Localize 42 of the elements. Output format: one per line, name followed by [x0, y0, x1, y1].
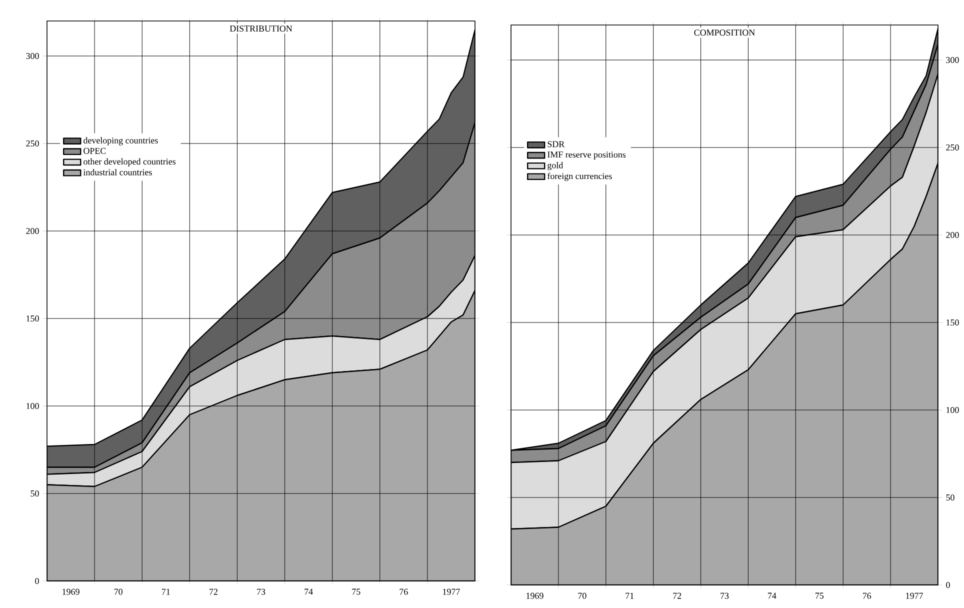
legend-label: industrial countries [83, 169, 152, 176]
x-tick-label: 76 [862, 592, 872, 599]
y-tick-label: 0 [35, 578, 39, 584]
legend-label: IMF reserve positions [548, 152, 626, 160]
y-tick-label: 300 [26, 52, 39, 60]
chart-title: COMPOSITION [694, 30, 755, 36]
x-tick-label: 71 [626, 592, 634, 599]
x-tick-label: 74 [304, 588, 313, 595]
x-tick-label: 1969 [526, 592, 544, 599]
x-tick-label: 70 [578, 592, 586, 599]
x-tick-label: 1977 [443, 588, 460, 595]
y-tick-label: 200 [946, 232, 959, 238]
legend-label: foreign currencies [547, 172, 612, 181]
x-tick-label: 76 [400, 588, 408, 595]
legend-label: other developed countries [84, 158, 176, 166]
x-tick-label: 70 [114, 588, 122, 595]
y-tick-label: 300 [946, 56, 959, 64]
x-tick-label: 75 [816, 592, 824, 599]
y-tick-label: 100 [26, 402, 39, 410]
x-tick-label: 71 [162, 588, 170, 595]
y-tick-label: 0 [946, 582, 950, 588]
y-tick-label: 200 [26, 228, 39, 234]
x-tick-label: 73 [257, 588, 266, 595]
x-tick-label: 74 [768, 592, 776, 599]
y-tick-label: 250 [26, 140, 39, 147]
legend-label: gold [548, 162, 564, 170]
y-tick-label: 50 [30, 490, 39, 497]
y-tick-label: 250 [946, 144, 959, 151]
y-tick-label: 50 [946, 494, 954, 501]
x-tick-label: 1969 [62, 588, 80, 595]
chart-title: DISTRIBUTION [230, 26, 292, 32]
y-tick-label: 150 [946, 319, 959, 326]
x-tick-label: 1977 [906, 592, 923, 599]
x-tick-label: 73 [720, 592, 729, 599]
x-tick-label: 72 [673, 592, 682, 599]
legend-label: SDR [548, 141, 565, 148]
x-tick-label: 72 [210, 588, 218, 595]
x-tick-label: 75 [352, 588, 360, 595]
y-tick-label: 150 [26, 315, 39, 322]
legend-label: OPEC [84, 148, 106, 154]
y-tick-label: 100 [946, 406, 959, 414]
legend-label: developing countries [84, 137, 158, 146]
